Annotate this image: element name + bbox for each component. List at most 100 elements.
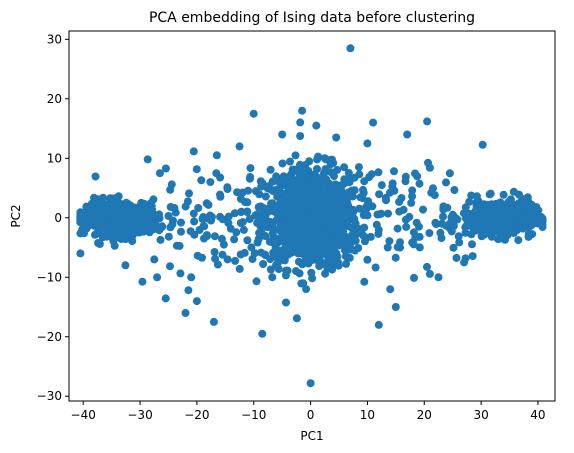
y-tick-label: 30 [47, 32, 62, 46]
data-point [91, 172, 100, 181]
data-point [76, 249, 85, 258]
data-point [524, 230, 533, 239]
data-point [409, 240, 418, 249]
data-point [249, 109, 258, 118]
data-point [530, 203, 539, 211]
data-point [230, 235, 239, 244]
data-point [344, 168, 353, 177]
data-point [189, 147, 198, 156]
data-point [117, 235, 126, 243]
data-point [503, 231, 512, 239]
data-point [296, 118, 305, 127]
data-point [332, 259, 341, 268]
data-point [132, 220, 141, 229]
data-point [320, 232, 329, 241]
x-axis: −40 −30 −20 −10 0 10 20 30 40 [71, 401, 546, 422]
data-point [448, 210, 457, 219]
data-point [156, 235, 165, 244]
data-point [295, 269, 304, 278]
data-point [297, 205, 306, 214]
data-point [244, 186, 253, 195]
data-point [170, 204, 179, 212]
data-point [338, 218, 347, 227]
data-point [425, 229, 434, 238]
data-point [296, 132, 305, 140]
chart-title: PCA embedding of Ising data before clust… [149, 10, 475, 26]
data-point [150, 255, 159, 264]
data-point [197, 176, 206, 185]
data-point [419, 205, 427, 214]
data-point [217, 234, 226, 243]
data-point [320, 169, 329, 177]
x-tick-label: −10 [241, 408, 266, 422]
data-point [252, 277, 261, 286]
data-point [248, 255, 257, 263]
data-point [385, 237, 394, 246]
data-point [340, 163, 349, 172]
data-point [212, 151, 221, 160]
data-point [296, 217, 305, 226]
data-point [185, 189, 193, 198]
data-point [278, 159, 287, 168]
data-point [115, 208, 124, 216]
data-point [525, 214, 534, 223]
data-point [415, 222, 423, 231]
data-point [336, 182, 345, 191]
data-point [194, 204, 203, 212]
data-point [239, 225, 248, 234]
data-point [294, 249, 303, 258]
data-point [181, 202, 190, 211]
data-point [223, 183, 232, 192]
data-point [198, 253, 206, 262]
data-point [449, 243, 458, 252]
data-point [423, 262, 431, 271]
data-point [407, 198, 416, 207]
data-point [496, 198, 505, 207]
data-point [517, 212, 526, 221]
data-point [375, 190, 384, 199]
data-point [460, 258, 469, 267]
data-point [509, 187, 518, 196]
data-point [354, 244, 363, 252]
data-point [306, 193, 315, 202]
data-point [385, 188, 394, 197]
data-point [377, 181, 386, 190]
data-point [312, 121, 321, 130]
data-point [454, 232, 463, 241]
y-tick-label: 10 [47, 151, 62, 165]
data-point [192, 165, 201, 174]
data-point [492, 227, 501, 235]
data-point [391, 303, 400, 311]
data-point [300, 193, 309, 202]
data-point [164, 212, 173, 220]
data-point [155, 226, 164, 235]
data-point [138, 277, 147, 286]
data-point [336, 224, 345, 233]
data-point [186, 227, 195, 236]
data-point [301, 169, 310, 178]
data-point [295, 235, 304, 244]
data-point [137, 213, 146, 222]
data-point [150, 218, 159, 227]
data-point [425, 269, 434, 278]
data-point [326, 160, 335, 169]
data-point [243, 236, 252, 245]
data-point [348, 186, 356, 195]
y-tick-label: −30 [37, 389, 62, 403]
data-point [320, 204, 329, 213]
data-point [485, 212, 494, 221]
data-point [429, 184, 437, 193]
data-point [332, 133, 341, 142]
data-point [283, 266, 292, 275]
data-point [436, 228, 445, 237]
data-point [304, 218, 313, 227]
data-point [206, 178, 215, 187]
data-point [207, 216, 215, 225]
data-point [361, 209, 370, 217]
data-point [161, 164, 170, 173]
data-point [391, 253, 400, 262]
data-point [346, 44, 355, 53]
data-point [467, 191, 476, 200]
data-point [480, 230, 489, 239]
